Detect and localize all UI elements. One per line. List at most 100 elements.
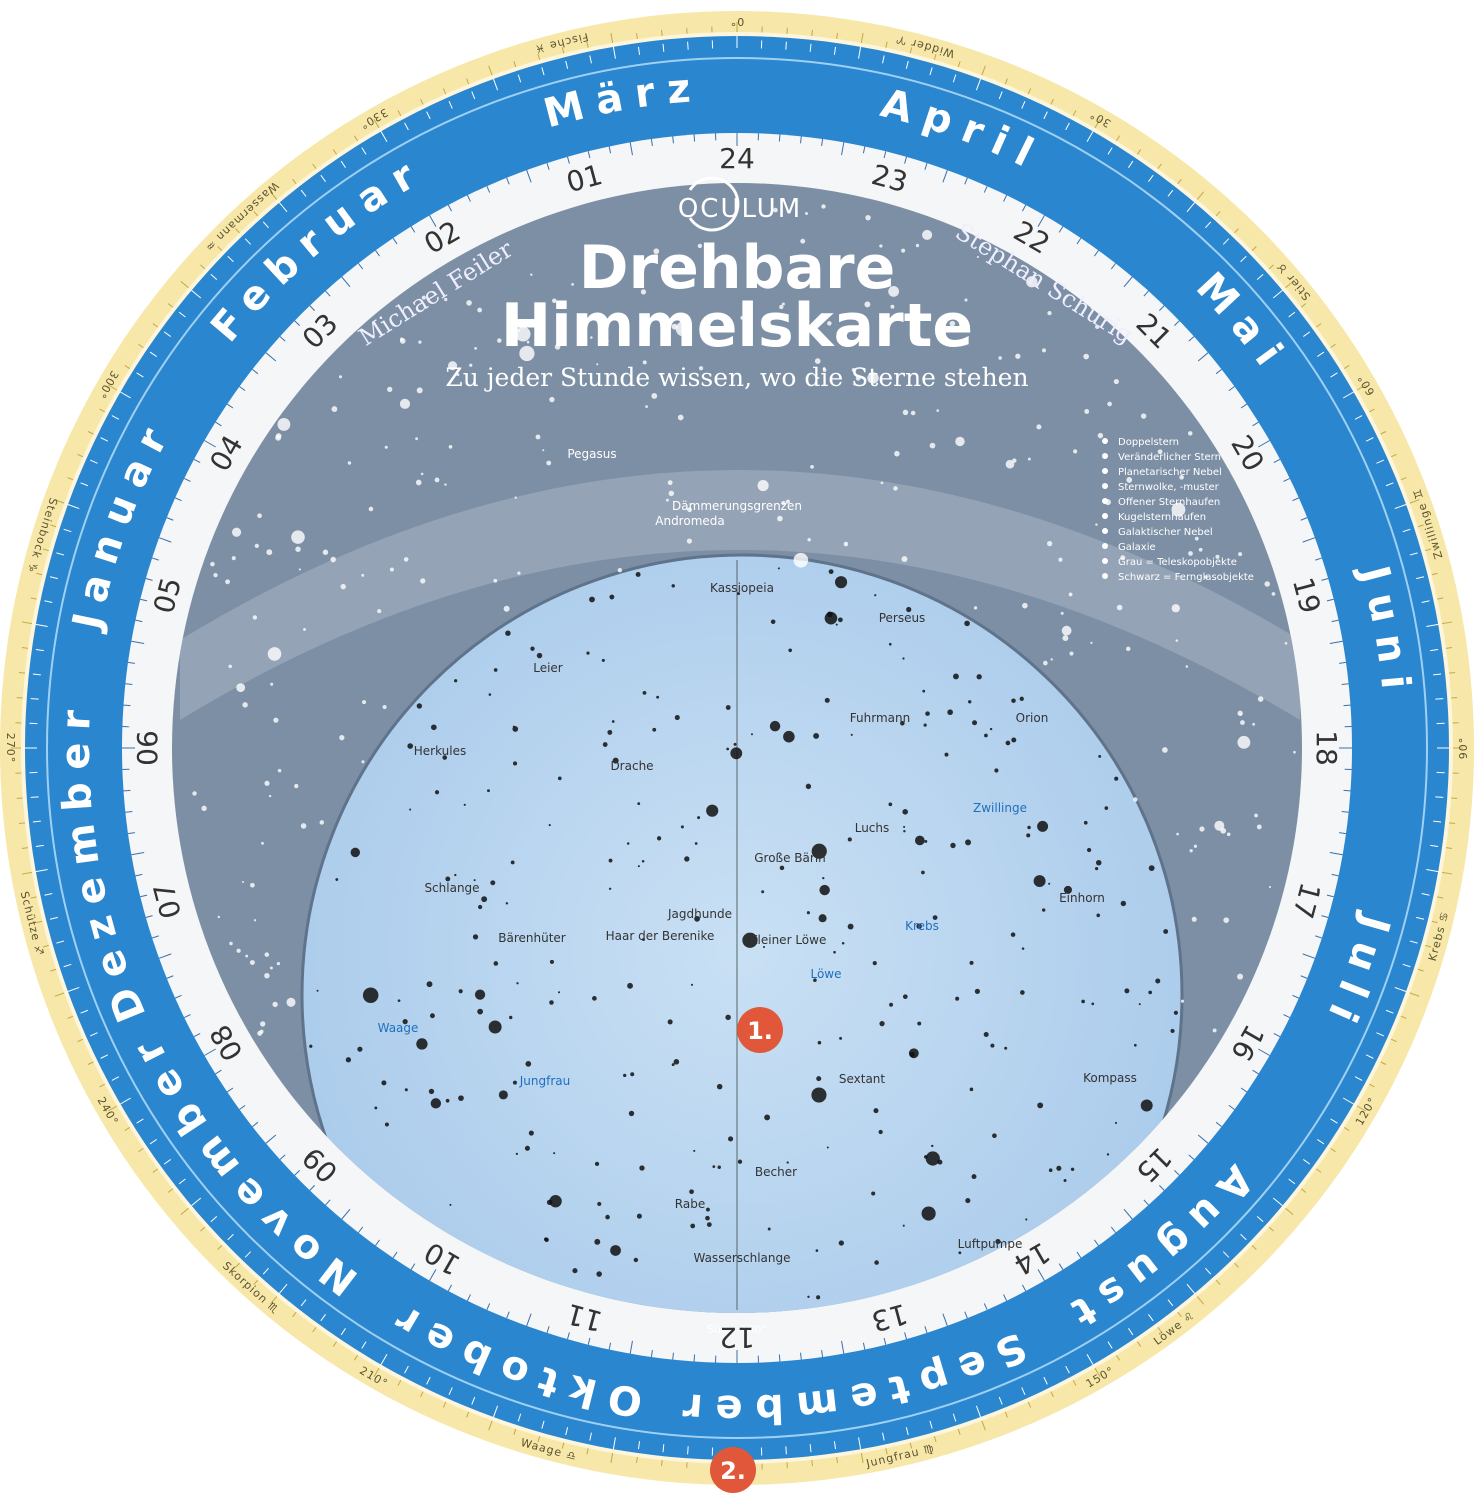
star [331,406,337,412]
star [592,996,597,1001]
star [970,961,974,965]
star [348,461,351,464]
star [1004,1047,1007,1050]
star [265,952,270,957]
star [1133,797,1137,801]
star [838,617,843,622]
constellation: Pegasus [567,447,616,461]
star [487,789,490,792]
constellation: Wasserschlange [693,1251,790,1265]
star [922,230,932,240]
constellation: Rabe [675,1197,705,1211]
star [879,1021,884,1026]
star [525,1146,530,1151]
star [449,445,453,449]
star [645,405,648,408]
star [1220,828,1226,834]
star [738,1160,742,1164]
legend-symbol [1102,543,1108,549]
star [351,848,360,857]
star [974,606,977,609]
tick [31,797,39,798]
legend-symbol [1102,483,1108,489]
star [361,574,364,577]
tick [1449,673,1455,674]
star [972,720,977,725]
star [269,795,271,797]
star [787,1161,789,1163]
tick [662,1460,663,1466]
star [245,955,248,958]
star [1134,1044,1137,1047]
legend-symbol [1102,498,1108,504]
star [1061,612,1064,615]
star [416,1038,427,1049]
star [937,1160,942,1165]
star [430,1013,435,1018]
star [873,1108,878,1113]
star [1028,458,1031,461]
degree-label: 90° [1457,737,1470,760]
star [726,748,729,751]
star [1237,974,1243,980]
star [1181,1000,1184,1003]
star [917,1022,921,1026]
star [684,856,689,861]
star [990,728,992,730]
star [697,816,700,819]
star [609,859,613,863]
star [1084,409,1089,414]
star [594,1239,600,1245]
star [254,919,256,921]
star [320,820,325,825]
star [865,215,870,220]
star [666,499,669,502]
star [734,743,737,746]
star [404,557,409,562]
star [821,204,825,208]
star [806,784,811,789]
star [213,573,217,577]
star [771,620,776,625]
star [839,1240,844,1245]
star [549,824,551,826]
star [1006,741,1011,746]
star [339,375,342,378]
star [466,300,472,306]
star [1056,1166,1061,1171]
star [1141,1100,1153,1112]
star [1095,867,1098,870]
star [689,1189,694,1194]
constellation: Jungfrau [519,1074,570,1088]
star [357,1047,362,1052]
star [994,768,998,772]
tick [688,42,689,50]
star [381,1080,386,1085]
star [309,1045,312,1048]
star [571,283,574,286]
star [418,340,421,343]
star [1042,348,1046,352]
star [255,544,259,548]
star [481,896,487,902]
star [473,934,478,939]
constellation: Leier [533,661,563,675]
star [972,1174,977,1179]
star [490,880,495,885]
star [330,557,336,563]
constellation: Luftpumpe [958,1237,1023,1251]
star [950,843,955,848]
star [1254,814,1258,818]
star [286,998,295,1007]
star [730,747,742,759]
star [816,1295,820,1299]
star [409,809,411,811]
star [1025,1218,1027,1220]
star [1011,698,1016,703]
star [1051,658,1053,660]
star [639,1165,644,1170]
star [623,1074,626,1077]
star [822,877,824,879]
star [421,473,424,476]
star [416,480,422,486]
